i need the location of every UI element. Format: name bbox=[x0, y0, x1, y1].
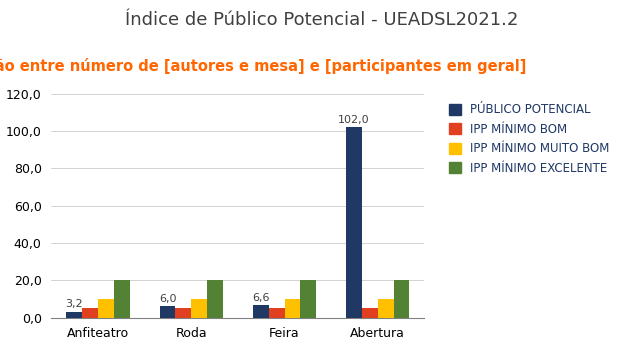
Bar bbox=[82, 308, 98, 318]
Text: 6,0: 6,0 bbox=[159, 294, 176, 304]
Bar bbox=[191, 299, 207, 318]
Text: Índice de Público Potencial - UEADSL2021.2: Índice de Público Potencial - UEADSL2021… bbox=[125, 11, 518, 29]
Bar bbox=[66, 312, 82, 318]
Bar bbox=[253, 305, 269, 318]
Text: 6,6: 6,6 bbox=[252, 293, 269, 303]
Bar bbox=[98, 299, 114, 318]
Bar bbox=[362, 308, 377, 318]
Bar bbox=[159, 306, 176, 318]
Bar bbox=[284, 299, 300, 318]
Bar bbox=[394, 280, 410, 318]
Text: 3,2: 3,2 bbox=[66, 300, 83, 309]
Bar bbox=[300, 280, 316, 318]
Bar bbox=[207, 280, 223, 318]
Legend: PÚBLICO POTENCIAL, IPP MÍNIMO BOM, IPP MÍNIMO MUITO BOM, IPP MÍNIMO EXCELENTE: PÚBLICO POTENCIAL, IPP MÍNIMO BOM, IPP M… bbox=[445, 100, 613, 178]
Bar bbox=[269, 308, 284, 318]
Text: 102,0: 102,0 bbox=[338, 115, 370, 125]
Bar bbox=[114, 280, 130, 318]
Bar bbox=[346, 127, 362, 318]
Text: Relação entre número de [autores e mesa] e [participantes em geral]: Relação entre número de [autores e mesa]… bbox=[0, 58, 526, 74]
Bar bbox=[377, 299, 394, 318]
Bar bbox=[176, 308, 191, 318]
